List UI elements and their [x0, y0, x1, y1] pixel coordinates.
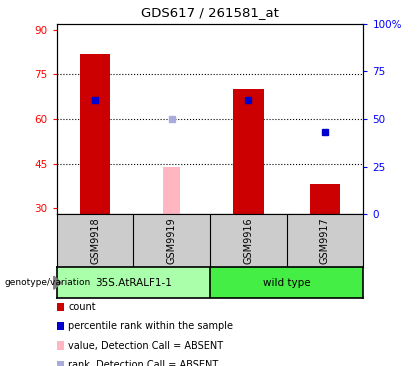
- Bar: [80, 53, 110, 214]
- Bar: [210, 267, 363, 298]
- Text: GSM9917: GSM9917: [320, 217, 330, 264]
- Bar: [233, 89, 264, 214]
- Text: count: count: [68, 302, 96, 313]
- Text: genotype/variation: genotype/variation: [4, 278, 90, 287]
- Text: GSM9918: GSM9918: [90, 217, 100, 264]
- Text: 35S.AtRALF1-1: 35S.AtRALF1-1: [95, 278, 172, 288]
- Text: GDS617 / 261581_at: GDS617 / 261581_at: [141, 6, 279, 19]
- Bar: [163, 167, 180, 214]
- Bar: [57, 267, 210, 298]
- Text: wild type: wild type: [263, 278, 310, 288]
- Text: value, Detection Call = ABSENT: value, Detection Call = ABSENT: [68, 340, 223, 351]
- Bar: [310, 184, 340, 214]
- Polygon shape: [54, 276, 61, 289]
- Text: percentile rank within the sample: percentile rank within the sample: [68, 321, 233, 332]
- Text: GSM9919: GSM9919: [167, 217, 177, 264]
- Text: rank, Detection Call = ABSENT: rank, Detection Call = ABSENT: [68, 359, 218, 366]
- Text: GSM9916: GSM9916: [243, 217, 253, 264]
